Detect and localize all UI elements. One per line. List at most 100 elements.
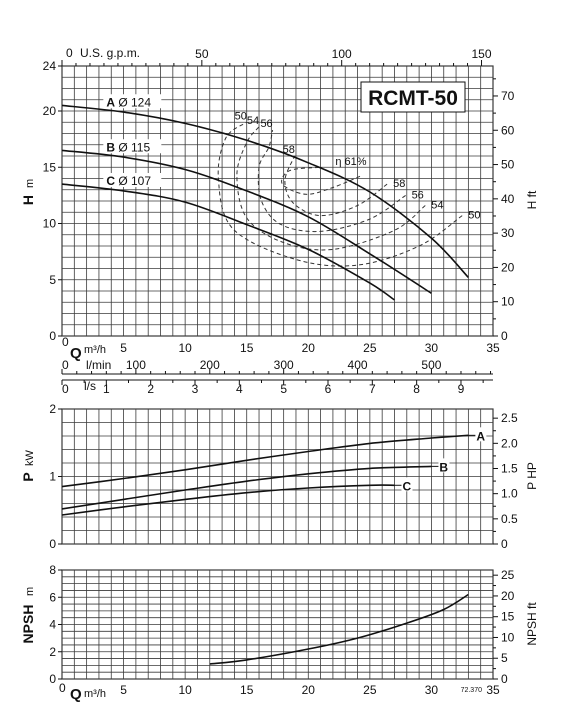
chart-title: RCMT-50 [368, 87, 458, 110]
power-label-bg-A [475, 427, 487, 442]
npsh-ft-right-tick-label: 0 [501, 672, 508, 686]
figure-code: 72.370 [461, 687, 483, 694]
power-hp-right-tick-label: 2.5 [501, 411, 518, 425]
power-series-label-C: C [402, 479, 411, 493]
gpm-tick-label: 100 [332, 47, 352, 61]
power-curve-B [61, 465, 432, 510]
npsh-ft-right-tick-label: 10 [501, 630, 515, 644]
head-left-tick-label: 15 [43, 160, 57, 174]
head-ft-right-tick-label: 10 [501, 295, 515, 309]
gpm-axis-label: U.S. g.p.m. [80, 46, 140, 60]
head-curve-B [61, 149, 432, 294]
head-left-tick-label: 24 [43, 59, 57, 73]
npsh-left-tick-label: 8 [49, 563, 56, 577]
q-tick-label: 25 [363, 341, 377, 355]
efficiency-label-58: 58 [393, 178, 405, 190]
lmin-tick-label: 400 [348, 358, 368, 372]
power-curve-C [61, 484, 395, 516]
power-left-tick-label: 2 [49, 402, 56, 416]
power-series-label-A: A [476, 429, 485, 443]
ls-tick-label: 0 [62, 382, 69, 396]
head-series-letter-B: B [106, 140, 115, 154]
npsh-left-tick-label: 2 [49, 645, 56, 659]
lmin-axis-label: l/min [86, 358, 111, 372]
power-series-label-B: B [439, 460, 448, 474]
head-ft-right-tick-label: 50 [501, 158, 515, 172]
npsh-ft-right-tick-label: 15 [501, 610, 515, 624]
head-left-tick-label: 5 [49, 273, 56, 287]
q-tick-label: 20 [302, 341, 316, 355]
npsh-curve-0 [209, 593, 469, 665]
head-left-tick-label: 10 [43, 217, 57, 231]
head-curve-C [61, 183, 395, 301]
head-ft-right-tick-label: 70 [501, 89, 515, 103]
head-left-tick-label: 0 [49, 329, 56, 343]
npsh-q-tick-label: 10 [178, 683, 192, 697]
lmin-tick-label: 200 [200, 358, 220, 372]
gpm-tick-label: 150 [472, 47, 492, 61]
efficiency-label-54: 54 [431, 200, 443, 212]
head-axis-unit: m [24, 179, 36, 188]
ls-tick-label: 2 [147, 382, 154, 396]
npsh-ft-axis-title: NPSH ft [525, 602, 539, 646]
ls-tick-label: 7 [369, 382, 376, 396]
q-tick-label: 10 [178, 341, 192, 355]
efficiency-label-56: 56 [412, 189, 424, 201]
gpm-tick-label: 0 [66, 46, 73, 60]
npsh-ft-right-tick-label: 5 [501, 651, 508, 665]
power-hp-axis-title: P HP [525, 462, 539, 490]
head-series-letter-C: C [106, 174, 115, 188]
ls-axis-label: l/s [84, 379, 96, 393]
head-ft-right-tick-label: 60 [501, 123, 515, 137]
npsh-q-axis-unit: m³/h [84, 688, 106, 700]
head-series-diameter-B: Ø 115 [118, 140, 150, 154]
npsh-q-axis-label: Q [70, 686, 82, 703]
npsh-left-tick-label: 6 [49, 590, 56, 604]
power-label-bg-C [401, 477, 413, 492]
efficiency-contour-58 [284, 155, 388, 217]
npsh-ft-right-tick-label: 25 [501, 568, 515, 582]
power-left-tick-label: 0 [49, 537, 56, 551]
head-ft-axis-title: H ft [525, 190, 539, 209]
npsh-axis-title: NPSH [20, 605, 36, 644]
head-ft-right-tick-label: 40 [501, 192, 515, 206]
npsh-q-tick-label: 20 [302, 683, 316, 697]
title-box [360, 81, 466, 113]
q-axis-unit: m³/h [84, 344, 106, 356]
head-series-letter-A: A [106, 95, 115, 109]
power-axis-title: P [20, 472, 36, 481]
npsh-ft-right-tick-label: 20 [501, 589, 515, 603]
head-left-tick-label: 20 [43, 104, 57, 118]
npsh-left-tick-label: 0 [49, 672, 56, 686]
npsh-axis-unit: m [24, 587, 36, 596]
q-tick-label: 15 [240, 341, 254, 355]
ls-tick-label: 4 [236, 382, 243, 396]
lmin-tick-label: 0 [62, 358, 69, 372]
head-series-diameter-A: Ø 124 [118, 95, 151, 109]
head-series-diameter-C: Ø 107 [118, 174, 151, 188]
efficiency-label-50: 50 [235, 110, 247, 122]
lmin-tick-label: 100 [126, 358, 146, 372]
npsh-q-tick-label: 5 [120, 683, 127, 697]
head-ft-right-tick-label: 0 [501, 329, 508, 343]
efficiency-peak-label: η 61% [335, 156, 366, 168]
power-axis-unit: kW [24, 450, 36, 467]
efficiency-contour-56 [257, 129, 406, 233]
ls-tick-label: 9 [458, 382, 465, 396]
lmin-tick-label: 500 [421, 358, 441, 372]
head-frame [61, 65, 494, 337]
head-x-origin-label: 0 [62, 335, 69, 349]
ls-tick-label: 5 [280, 382, 287, 396]
ls-tick-label: 6 [325, 382, 332, 396]
efficiency-label-50: 50 [468, 210, 480, 222]
power-hp-right-tick-label: 1.0 [501, 487, 518, 501]
head-label-bg-C [103, 173, 162, 187]
head-label-bg-B [103, 139, 162, 154]
q-tick-label: 5 [120, 341, 127, 355]
power-hp-right-tick-label: 0.5 [501, 512, 518, 526]
q-tick-label: 35 [486, 341, 500, 355]
efficiency-contour-50 [217, 121, 463, 267]
power-curve-A [61, 434, 469, 488]
npsh-grid [61, 569, 494, 680]
